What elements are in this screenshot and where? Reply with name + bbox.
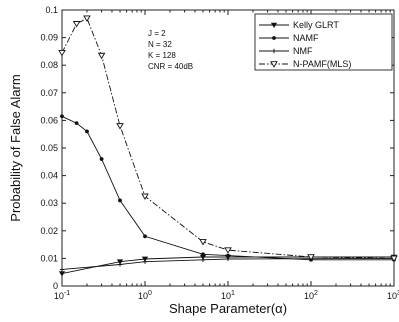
data-point [270,61,278,68]
data-point [116,123,124,130]
x-tick-label-base: 10 [387,291,397,301]
y-tick-label: 0.03 [40,198,58,208]
legend-label: NAMF [293,33,319,43]
data-point [272,36,276,40]
data-point [117,262,123,267]
x-tick-label: 102 [304,290,318,301]
data-point [143,234,147,239]
data-point [141,193,149,200]
legend-entry: NAMF [259,33,319,43]
x-axis-label: Shape Parameter(α) [169,301,287,316]
data-point [83,15,91,22]
data-point [116,259,124,265]
x-tick-label-base: 10 [138,291,148,301]
data-point [201,252,205,257]
data-point [226,253,230,258]
data-point [270,22,278,28]
data-point [142,259,148,264]
data-point [85,129,89,134]
x-tick-label-exponent: 1 [231,290,235,297]
x-tick-label-base: 10 [221,291,231,301]
legend-label: Kelly GLRT [293,20,339,30]
data-point [199,239,207,246]
legend-entry: Kelly GLRT [259,20,339,30]
series-namf [60,114,396,262]
data-point [60,114,64,119]
data-point [72,21,81,28]
parameter-annotation: N = 32 [148,40,172,49]
legend-entry: NMF [259,46,313,56]
data-point [224,247,232,254]
y-tick-label: 0.1 [45,5,58,15]
y-tick-label: 0.05 [40,143,58,153]
data-point [225,256,231,262]
data-point [200,257,206,262]
x-tick-label: 103 [387,290,399,301]
data-point [74,121,79,126]
x-tick-label-exponent: 0 [148,290,152,297]
series-n-pamf-mls [58,15,398,263]
legend-entry: N-PAMF(MLS) [259,59,351,69]
data-point [59,267,65,272]
data-point [271,48,277,54]
y-tick-label: 0.04 [40,171,58,181]
parameter-annotation: J = 2 [148,29,166,38]
y-tick-label: 0.02 [40,226,58,236]
y-tick-label: 0.09 [40,33,58,43]
data-point [141,256,149,262]
y-axis-label: Probability of False Alarm [8,74,23,221]
series-line [61,17,395,259]
legend-label: N-PAMF(MLS) [293,59,351,69]
y-tick-label: 0.06 [40,115,58,125]
y-tick-label: 0.01 [40,253,58,263]
data-point [390,255,398,263]
series-line [61,115,394,261]
data-point [307,254,315,261]
data-point [99,157,104,161]
data-point [58,50,66,57]
x-tick-label-exponent: 2 [314,290,318,297]
x-tick-label: 100 [138,290,152,301]
data-point [58,271,66,277]
legend-box [254,13,393,71]
data-point [118,198,122,203]
x-tick-label-exponent: -1 [64,290,70,297]
x-tick-label-base: 10 [54,291,64,301]
parameter-annotation: CNR = 40dB [148,62,193,71]
x-tick-label-exponent: 3 [397,290,399,297]
data-point [97,52,106,60]
parameter-annotation: K = 128 [148,51,176,60]
y-tick-label: 0.08 [40,60,58,70]
x-tick-label-base: 10 [304,291,314,301]
x-tick-label: 10-1 [54,290,70,301]
legend-label: NMF [293,46,313,56]
y-tick-label: 0.07 [40,88,58,98]
y-tick-label: 0 [53,281,58,291]
x-tick-label: 101 [221,290,235,301]
